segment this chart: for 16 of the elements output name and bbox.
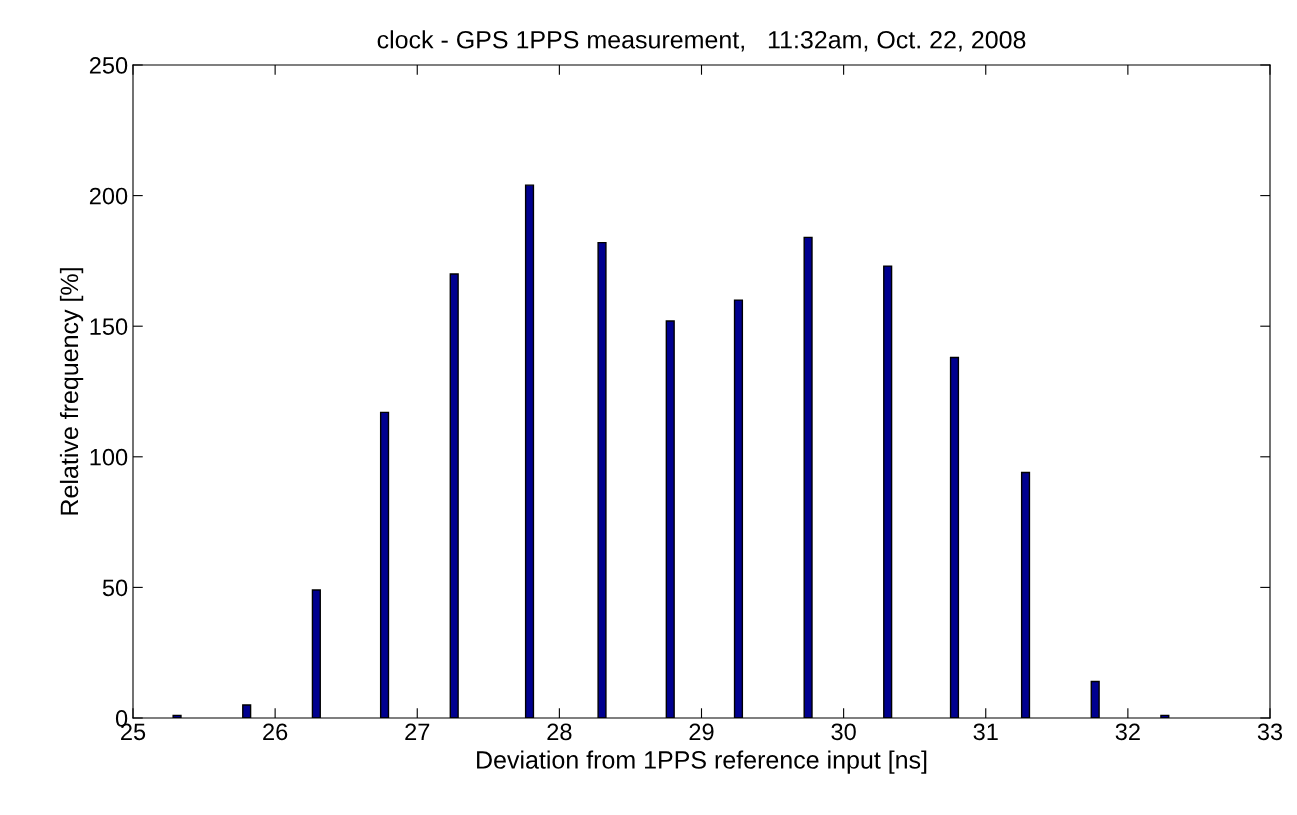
x-tick-label: 33 xyxy=(1257,723,1283,741)
x-tick-label: 31 xyxy=(973,723,998,741)
x-tick-label: 29 xyxy=(689,723,714,741)
y-tick-label: 100 xyxy=(90,448,128,466)
x-tick-label: 27 xyxy=(405,723,430,740)
x-tick-label: 28 xyxy=(547,723,572,741)
y-tick-label: 50 xyxy=(102,579,128,597)
x-tick-label: 26 xyxy=(263,723,288,741)
x-axis-title: Deviation from 1PPS reference input [ns] xyxy=(477,750,927,774)
y-tick-label: 150 xyxy=(90,318,128,335)
chart-title: clock - GPS 1PPS measurement, 11:32am, Oct. 22, 2008 xyxy=(377,30,1026,52)
y-tick-label: 200 xyxy=(89,187,128,205)
y-tick-label: 250 xyxy=(89,57,128,74)
x-tick-label: 32 xyxy=(1115,723,1140,741)
x-tick-label: 30 xyxy=(831,723,856,741)
y-axis-title: Relative frequency [%] xyxy=(59,268,84,515)
